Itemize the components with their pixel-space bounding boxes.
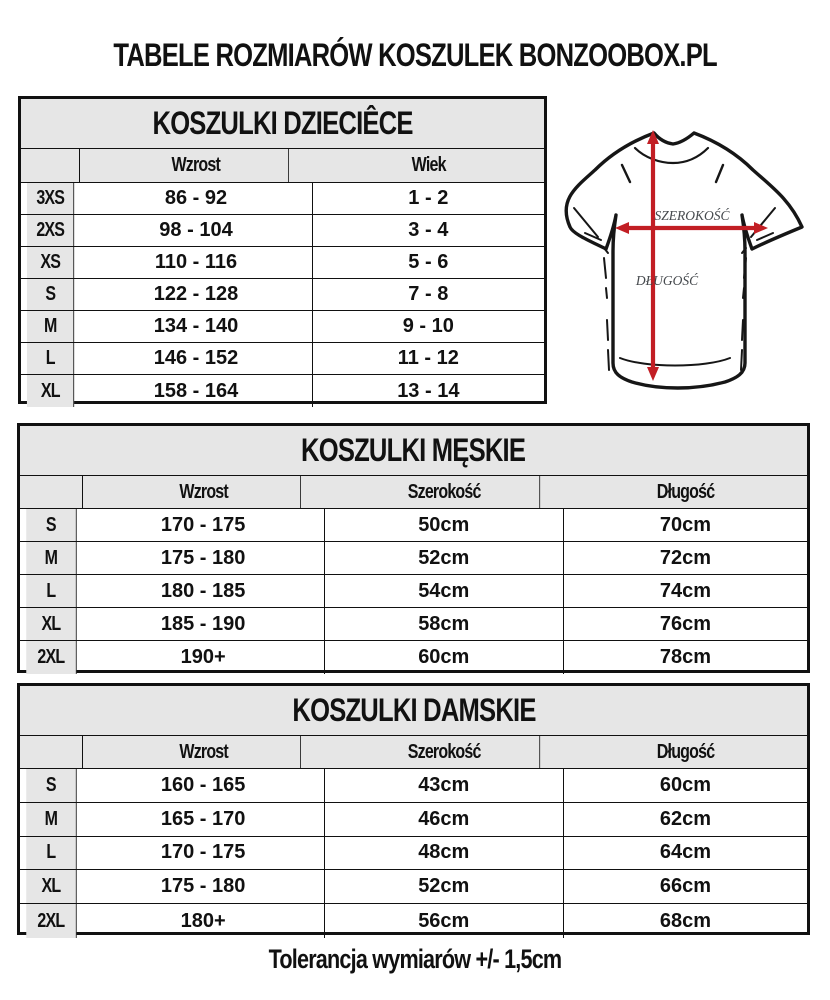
svg-text:DŁUGOŚĆ: DŁUGOŚĆ [635, 273, 699, 288]
svg-text:SZEROKOŚĆ: SZEROKOŚĆ [654, 208, 730, 223]
